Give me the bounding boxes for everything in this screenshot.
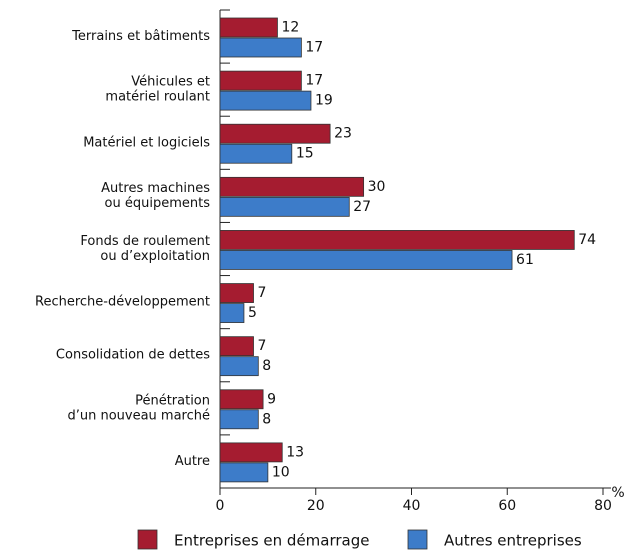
value-label: 23 [334,126,352,142]
x-tick-label: 20 [307,498,325,514]
bar [219,196,350,217]
bar [219,37,302,58]
bar [219,250,513,270]
category-label: Autres machines [101,181,210,196]
bar [219,90,312,111]
x-unit: % [611,485,624,501]
value-label: 17 [305,40,323,56]
value-label: 12 [281,20,299,36]
value-label: 30 [368,179,386,195]
value-label: 17 [305,73,323,89]
value-label: 9 [267,391,276,407]
bar [219,409,259,430]
x-tick-label: 0 [216,498,225,514]
bar [219,303,245,323]
category-label: ou équipements [105,196,211,211]
bar [219,123,331,144]
category-label: Recherche-développement [35,295,210,310]
legend-label: Entreprises en démarrage [174,532,369,550]
value-label: 27 [353,199,371,215]
bar [219,70,302,91]
bar [219,17,278,38]
value-label: 19 [315,93,333,109]
value-label: 10 [272,464,290,480]
value-label: 74 [578,232,596,248]
value-label: 15 [296,146,314,162]
bar [219,442,283,463]
category-label: Véhicules et [131,75,210,90]
x-tick-label: 80 [594,498,612,514]
category-label: Fonds de roulement [80,234,210,249]
bar [219,389,264,410]
legend-swatch [407,529,428,550]
value-label: 5 [248,305,257,321]
value-label: 8 [262,411,271,427]
category-label: d’un nouveau marché [67,408,210,423]
legend-label: Autres entreprises [444,532,582,550]
value-label: 7 [258,338,267,354]
category-label: Matériel et logiciels [83,135,210,150]
category-label: matériel roulant [105,90,210,105]
category-label: Terrains et bâtiments [71,29,210,44]
bar [219,143,293,164]
bar [219,462,269,483]
bar [219,283,254,303]
value-label: 8 [262,358,271,374]
category-label: ou d’exploitation [100,249,210,264]
bar [219,230,575,250]
value-label: 61 [516,252,534,268]
bar [219,356,259,377]
category-label: Autre [175,454,210,469]
x-tick-label: 60 [498,498,516,514]
category-label: Pénétration [135,393,210,408]
bar [219,336,254,357]
category-label: Consolidation de dettes [56,348,210,363]
bar [219,176,365,197]
value-label: 13 [286,444,304,460]
x-tick-label: 40 [403,498,421,514]
value-label: 7 [258,285,267,301]
legend-swatch [137,529,158,550]
